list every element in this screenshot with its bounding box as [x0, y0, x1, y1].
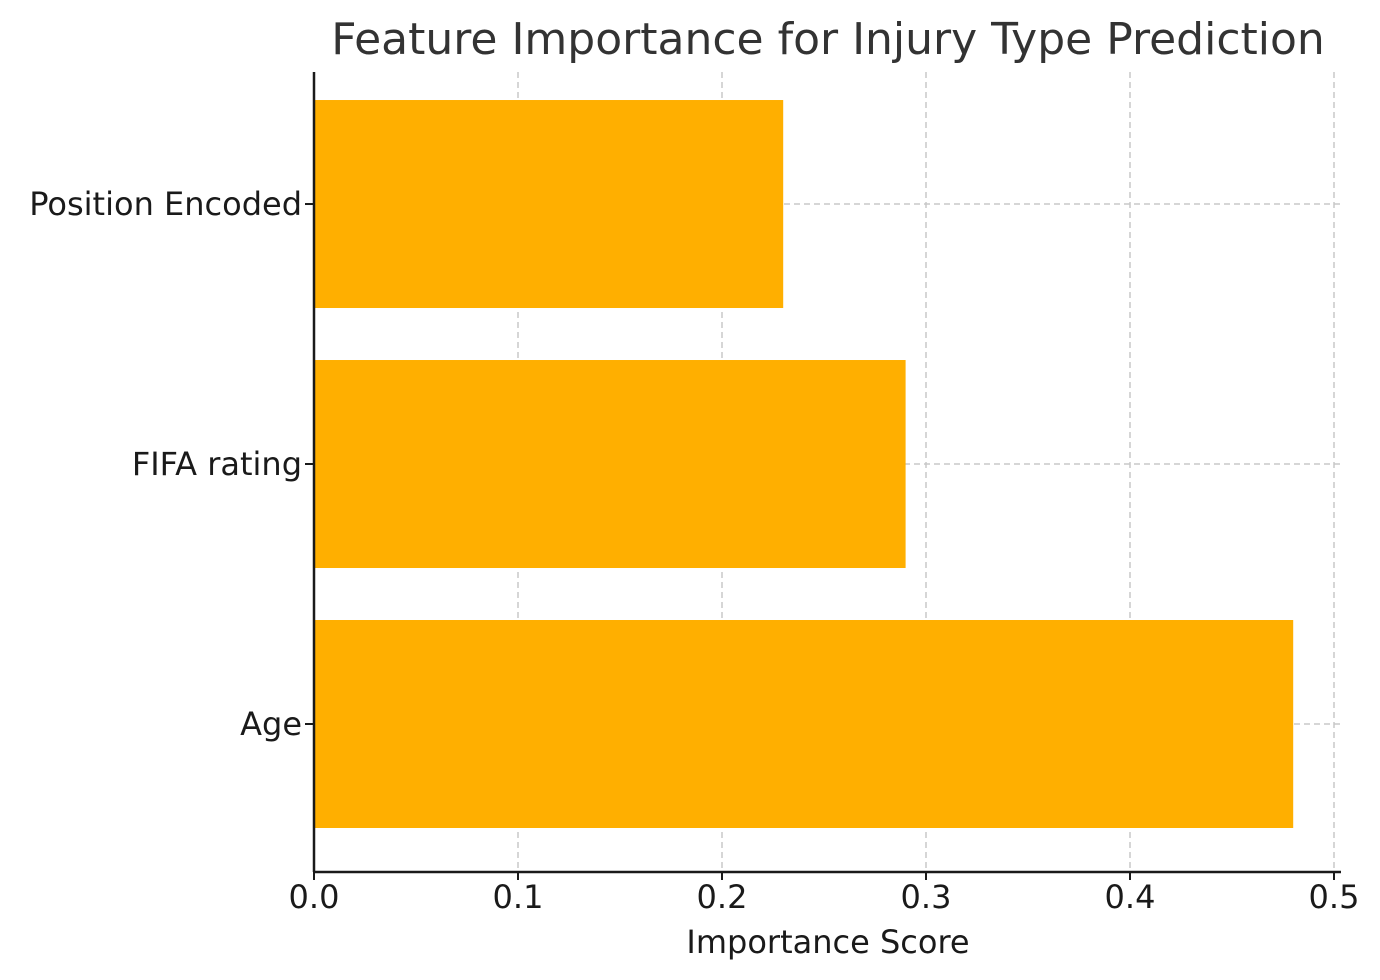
y-tick-label: Position Encoded: [29, 185, 302, 223]
bar-age: [314, 620, 1294, 829]
x-tick-label: 0.1: [493, 878, 544, 916]
bar-position-encoded: [314, 100, 784, 309]
y-tick-label: FIFA rating: [132, 445, 302, 483]
x-axis-label: Importance Score: [686, 923, 969, 961]
x-tick-label: 0.0: [289, 878, 340, 916]
bar-layer: [314, 100, 1294, 829]
x-tick-label: 0.2: [697, 878, 748, 916]
x-tick-label: 0.4: [1105, 878, 1156, 916]
y-tick-label: Age: [240, 705, 302, 743]
axis-layer: 0.0 0.1 0.2 0.3 0.4 0.5 Age FIFA rating Position…: [29, 72, 1359, 916]
x-tick-label: 0.5: [1309, 878, 1360, 916]
bar-fifa-rating: [314, 360, 906, 569]
chart-title: Feature Importance for Injury Type Predi…: [331, 14, 1325, 65]
x-tick-label: 0.3: [901, 878, 952, 916]
